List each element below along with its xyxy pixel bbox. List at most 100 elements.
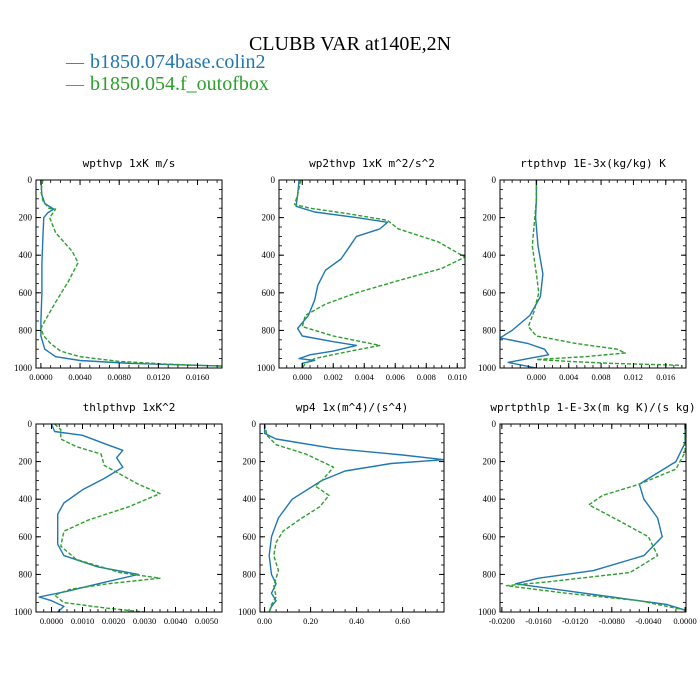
y-tick-label: 800 [19,325,33,335]
x-tick-label: 0.0000 [40,616,63,626]
x-tick-label: 0.004 [355,372,375,382]
plot-frame [499,179,687,369]
series-line [514,424,686,611]
x-tick-label: 0.008 [592,372,611,382]
x-tick-label: 0.0080 [108,372,131,382]
panel-title: rtpthvp 1E-3x(kg/kg) K [520,157,666,170]
y-tick-label: 800 [19,569,33,579]
series-line-dashed [527,180,683,367]
y-tick-label: 400 [19,250,33,260]
series-group [500,180,683,368]
series-group [38,424,161,612]
panel-title: wprtpthlp 1-E-3x(m kg K)/(s kg) [490,401,695,414]
legend-entry: — b1850.074base.colin2 [65,51,266,73]
series-line [295,180,389,368]
x-tick-label: 0.004 [559,372,579,382]
x-tick-label: -0.0200 [489,616,515,626]
y-tick-label: 600 [19,288,33,298]
series-line-dashed [53,424,161,612]
panel-title: wp2thvp 1xK m^2/s^2 [309,157,435,170]
series-line-dashed [263,424,335,612]
y-tick-label: 200 [19,213,33,223]
x-tick-label: 0.0000 [673,616,696,626]
y-tick-label: 400 [19,494,33,504]
y-tick-label: 400 [262,250,276,260]
legend-label: b1850.054.f_outofbox [90,73,269,95]
x-tick-label: 0.0040 [164,616,187,626]
chart-panel: rtpthvp 1E-3x(kg/kg) K 0 200 400 600 800 1000 0… [478,157,687,382]
x-tick-label: -0.0080 [599,616,625,626]
y-tick-label: 600 [243,532,257,542]
plot-frame [278,179,466,369]
x-tick-label: 0.000 [527,372,546,382]
y-tick-label: 0 [492,419,497,429]
series-line [500,180,550,368]
series-group [263,424,444,612]
y-tick-label: 200 [19,457,33,467]
plot-frame [35,179,223,369]
chart-panel: wprtpthlp 1-E-3x(m kg K)/(s kg) 0 200 400 60… [478,401,697,626]
chart-panel: thlpthvp 1xK^2 0 200 400 600 800 1000 0.0000 0.0… [14,401,223,626]
x-tick-label: 0.00 [257,616,272,626]
x-tick-label: 0.40 [349,616,364,626]
y-tick-label: 1000 [478,363,497,373]
series-line [40,180,222,367]
x-tick-label: 0.0120 [147,372,170,382]
legend-symbol: — [65,52,85,72]
y-tick-label: 600 [483,288,497,298]
y-tick-label: 800 [483,569,497,579]
series-line [263,424,444,612]
series-line-dashed [293,180,465,368]
series-line [38,424,139,612]
x-tick-label: 0.0160 [186,372,209,382]
y-tick-label: 200 [262,213,276,223]
figure-title: CLUBB VAR at140E,2N [249,33,451,55]
figure-legend: — b1850.074base.colin2 — b1850.054.f_out… [65,51,269,95]
x-tick-label: 0.0030 [133,616,156,626]
series-line-dashed [505,424,686,611]
x-tick-label: 0.008 [417,372,436,382]
panel-title: wp4 1x(m^4)/(s^4) [296,401,409,414]
x-tick-label: 0.006 [386,372,405,382]
y-tick-label: 400 [483,494,497,504]
x-tick-label: 0.0010 [71,616,94,626]
series-group [40,180,222,367]
y-tick-label: 200 [483,213,497,223]
x-tick-label: 0.012 [624,372,643,382]
chart-panel: wp2thvp 1xK m^2/s^2 0 200 400 600 800 1000 0.00… [257,157,467,382]
y-tick-label: 1000 [238,607,257,617]
y-tick-label: 400 [243,494,257,504]
y-tick-label: 800 [262,325,276,335]
x-tick-label: -0.0160 [525,616,551,626]
y-tick-label: 0 [252,419,257,429]
y-tick-label: 200 [243,457,257,467]
y-tick-label: 200 [483,457,497,467]
y-tick-label: 0 [271,175,276,185]
y-tick-label: 1000 [478,607,497,617]
x-tick-label: 0.002 [324,372,343,382]
x-tick-label: 0.016 [656,372,675,382]
y-tick-label: 1000 [14,363,33,373]
legend-symbol: — [65,74,85,94]
x-tick-label: 0.20 [303,616,318,626]
x-tick-label: 0.0040 [68,372,91,382]
panel-title: thlpthvp 1xK^2 [83,401,176,414]
x-tick-label: 0.0000 [29,372,52,382]
series-group [293,180,465,368]
y-tick-label: 400 [483,250,497,260]
y-tick-label: 1000 [14,607,33,617]
series-group [505,424,686,611]
panel-title: wpthvp 1xK m/s [83,157,176,170]
y-tick-label: 1000 [257,363,276,373]
y-tick-label: 600 [262,288,276,298]
plot-frame [35,423,223,613]
y-tick-label: 0 [492,175,497,185]
y-tick-label: 800 [243,569,257,579]
y-tick-label: 0 [28,175,33,185]
x-tick-label: -0.0120 [562,616,588,626]
y-tick-label: 600 [19,532,33,542]
